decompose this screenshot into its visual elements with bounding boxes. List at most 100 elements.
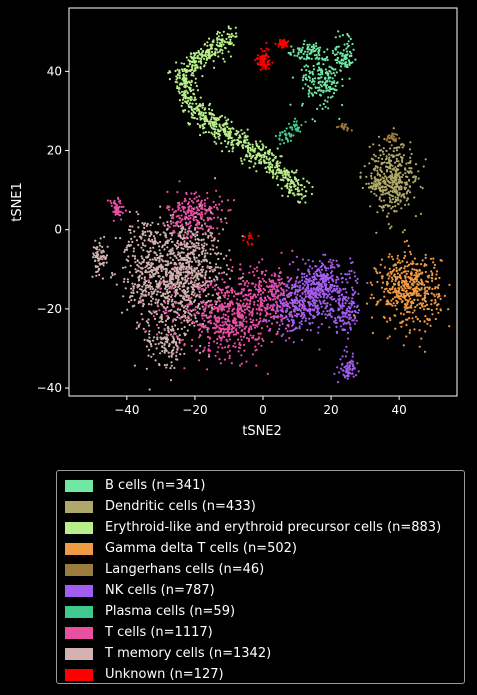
data-point	[185, 319, 188, 322]
data-point	[264, 281, 268, 284]
data-point	[161, 337, 164, 340]
data-point	[286, 324, 289, 327]
data-point	[160, 332, 163, 335]
data-point	[416, 275, 419, 279]
data-point	[201, 114, 204, 117]
data-point	[201, 265, 204, 268]
data-point	[186, 309, 190, 312]
data-point	[397, 287, 400, 290]
data-point	[274, 312, 277, 315]
data-point	[390, 280, 393, 283]
data-point	[415, 290, 418, 293]
data-point	[149, 258, 152, 261]
data-point	[274, 310, 277, 313]
data-point	[260, 284, 263, 287]
data-point	[166, 302, 170, 305]
data-point	[213, 314, 216, 317]
data-point	[180, 227, 183, 230]
data-point	[363, 165, 366, 168]
data-point	[306, 292, 309, 295]
data-point	[388, 275, 391, 278]
data-point	[398, 175, 401, 178]
data-point	[234, 319, 237, 322]
data-point	[187, 122, 190, 125]
data-point	[159, 287, 162, 290]
data-point	[124, 248, 127, 251]
data-point	[284, 172, 287, 175]
data-point	[326, 314, 329, 317]
data-point	[296, 193, 299, 196]
data-point	[166, 264, 169, 267]
data-point	[210, 131, 213, 134]
data-point	[255, 318, 258, 322]
data-point	[348, 317, 351, 320]
data-point	[395, 146, 398, 149]
data-point	[384, 204, 387, 207]
data-point	[385, 300, 388, 303]
data-point	[200, 201, 203, 204]
data-point	[244, 155, 247, 158]
data-point	[200, 251, 203, 254]
data-point	[197, 269, 200, 273]
data-point	[302, 286, 305, 289]
data-point	[412, 262, 415, 265]
data-point	[164, 319, 168, 322]
data-point	[238, 311, 241, 314]
data-point	[154, 343, 157, 346]
data-point	[245, 360, 248, 363]
data-point	[198, 287, 201, 290]
data-point	[354, 290, 357, 293]
data-point	[347, 370, 350, 374]
data-point	[341, 315, 344, 318]
data-point	[175, 344, 178, 347]
data-point	[386, 215, 389, 218]
data-point	[189, 313, 192, 316]
data-point	[448, 283, 451, 286]
data-point	[177, 346, 180, 349]
data-point	[178, 341, 181, 344]
data-point	[136, 321, 139, 324]
data-point	[299, 184, 302, 187]
data-point	[209, 234, 213, 237]
data-point	[406, 306, 409, 309]
data-point	[411, 282, 414, 285]
data-point	[193, 299, 197, 302]
data-point	[435, 293, 438, 296]
data-point	[258, 286, 261, 289]
data-point	[174, 224, 177, 227]
data-point	[308, 270, 311, 273]
data-point	[214, 47, 217, 51]
data-point	[207, 344, 210, 347]
data-point	[293, 171, 296, 174]
data-point	[195, 106, 198, 109]
data-point	[151, 221, 154, 224]
data-point	[347, 310, 350, 313]
data-point	[149, 234, 152, 237]
data-point	[186, 268, 190, 271]
data-point	[268, 329, 271, 332]
data-point	[197, 302, 200, 305]
data-point	[173, 254, 176, 257]
data-point	[430, 270, 433, 273]
data-point	[218, 38, 221, 41]
data-point	[225, 221, 228, 225]
data-point	[276, 147, 279, 150]
data-point	[349, 323, 352, 326]
data-point	[258, 309, 261, 312]
data-point	[145, 271, 149, 274]
data-point	[180, 104, 183, 108]
data-point	[189, 309, 192, 312]
data-point	[221, 324, 224, 327]
data-point	[320, 283, 323, 286]
data-point	[202, 308, 205, 311]
data-point	[246, 308, 249, 311]
data-point	[345, 291, 348, 294]
data-point	[162, 222, 165, 225]
data-point	[109, 199, 112, 202]
data-point	[387, 277, 390, 280]
data-point	[193, 285, 196, 288]
data-point	[231, 150, 234, 153]
data-point	[167, 355, 171, 358]
data-point	[170, 222, 173, 225]
data-point	[196, 306, 199, 309]
